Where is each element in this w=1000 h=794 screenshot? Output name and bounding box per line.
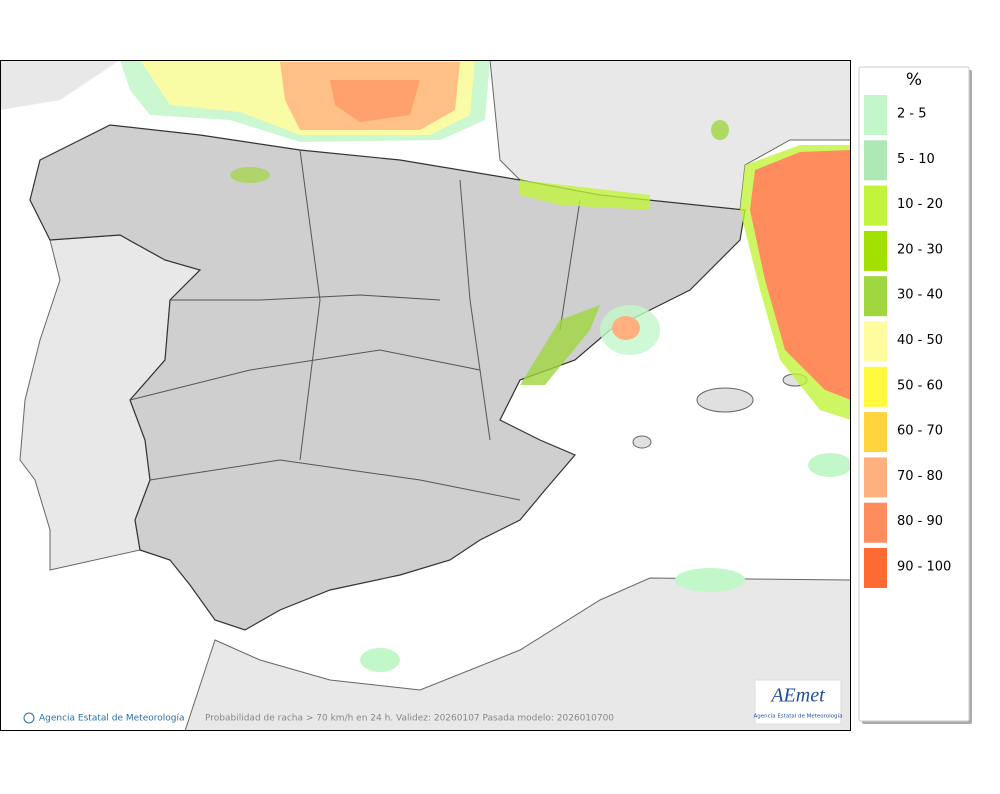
prob-area bbox=[675, 568, 745, 592]
coast-nw bbox=[0, 60, 120, 110]
legend-label: 40 - 50 bbox=[897, 333, 943, 348]
prob-area bbox=[520, 305, 600, 385]
caption: Probabilidad de racha > 70 km/h en 24 h.… bbox=[205, 714, 614, 724]
africa bbox=[184, 577, 851, 731]
copyright-icon bbox=[23, 712, 35, 724]
legend-label: 90 - 100 bbox=[897, 560, 951, 575]
region-borders bbox=[129, 149, 581, 501]
legend-swatch bbox=[864, 185, 887, 226]
prob-area bbox=[230, 167, 270, 183]
legend-swatch bbox=[864, 366, 887, 407]
legend-swatch bbox=[864, 230, 887, 271]
prob-area bbox=[520, 180, 650, 210]
prob-area bbox=[330, 80, 420, 122]
legend-swatch bbox=[864, 412, 887, 453]
ibiza bbox=[632, 435, 652, 449]
legend-swatch bbox=[864, 457, 887, 498]
prob-area bbox=[360, 648, 400, 672]
legend-label: 50 - 60 bbox=[897, 378, 943, 393]
mallorca bbox=[696, 387, 754, 413]
prob-area bbox=[711, 120, 729, 140]
legend-swatch bbox=[864, 140, 887, 181]
legend-label: 20 - 30 bbox=[897, 242, 943, 257]
legend-label: 10 - 20 bbox=[897, 197, 943, 212]
legend-label: 80 - 90 bbox=[897, 514, 943, 529]
prob-area bbox=[612, 316, 640, 340]
map-frame bbox=[0, 60, 851, 731]
legend-swatch bbox=[864, 502, 887, 543]
legend-items: 2 - 5 5 - 10 10 - 20 20 - 30 30 - 40 40 - 50 5… bbox=[864, 95, 951, 588]
legend-label: 60 - 70 bbox=[897, 424, 943, 439]
legend-title: % bbox=[906, 70, 922, 90]
prob-area bbox=[750, 150, 851, 400]
map bbox=[0, 60, 851, 731]
legend-swatch bbox=[864, 548, 887, 588]
legend-label: 70 - 80 bbox=[897, 469, 943, 484]
logo-name: AEmet bbox=[769, 685, 825, 707]
credit: Agencia Estatal de Meteorología bbox=[39, 714, 185, 724]
legend-label: 5 - 10 bbox=[897, 152, 935, 167]
legend-swatch bbox=[864, 321, 887, 362]
prob-area bbox=[808, 453, 851, 477]
logo-subtitle: Agencia Estatal de Meteorología bbox=[754, 713, 843, 720]
legend-label: 2 - 5 bbox=[897, 107, 927, 122]
legend-label: 30 - 40 bbox=[897, 288, 943, 303]
legend-swatch bbox=[864, 95, 887, 135]
legend-swatch bbox=[864, 276, 887, 317]
logo-box bbox=[754, 679, 842, 725]
